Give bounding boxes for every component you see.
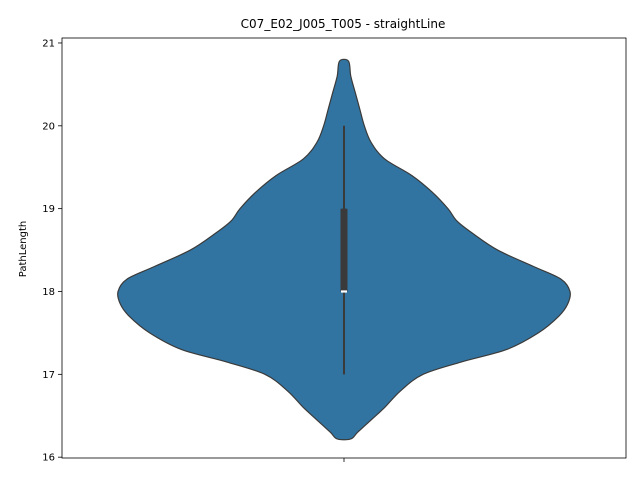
y-tick-label: 17 <box>42 370 55 381</box>
y-axis-label: PathLength <box>18 221 29 277</box>
y-tick-label: 21 <box>42 38 55 49</box>
chart-title: C07_E02_J005_T005 - straightLine <box>241 17 446 31</box>
plot-area <box>117 58 571 441</box>
y-tick-label: 16 <box>42 453 55 464</box>
y-tick-label: 20 <box>42 121 55 132</box>
plot-frame <box>61 37 627 459</box>
violin-iqr-box <box>340 208 348 292</box>
y-tick-label: 19 <box>42 204 55 215</box>
y-tick-label: 18 <box>42 287 55 298</box>
y-axis-ticks: 16 17 18 19 20 21 <box>42 38 62 464</box>
